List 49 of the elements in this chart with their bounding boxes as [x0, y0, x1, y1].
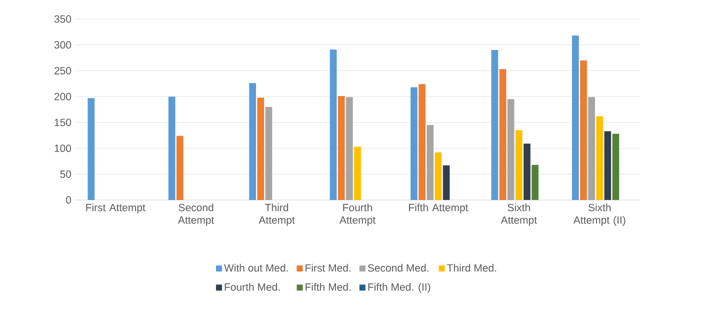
- bar: [338, 96, 345, 200]
- bar: [265, 106, 272, 200]
- y-tick-label: 200: [54, 92, 72, 100]
- bar: [346, 97, 353, 200]
- legend-label: Second Med.: [368, 264, 428, 272]
- bar: [524, 144, 530, 200]
- bar: [491, 50, 498, 200]
- x-tick-label: Third Attempt: [258, 204, 295, 226]
- y-tick-label: 50: [60, 170, 72, 178]
- bar: [330, 50, 337, 200]
- y-tick-label: 0: [66, 196, 72, 204]
- bar: [580, 60, 587, 200]
- x-tick-label: Second Attempt: [178, 204, 214, 226]
- legend-label: Third Med.: [447, 264, 496, 272]
- bar: [612, 134, 620, 200]
- bar: [176, 136, 184, 200]
- bar: [499, 69, 506, 200]
- y-tick-label: 350: [54, 15, 72, 23]
- bar: [168, 96, 176, 200]
- bar: [426, 125, 434, 200]
- bar: [249, 83, 256, 200]
- bar: [354, 146, 361, 200]
- bar: [410, 87, 418, 200]
- x-tick-label: Sixth Attempt: [500, 204, 537, 226]
- y-tick-label: 300: [54, 41, 72, 49]
- x-tick-label: Sixth Attempt (II): [573, 204, 626, 226]
- bar: [596, 116, 604, 200]
- bar: [588, 97, 595, 200]
- x-tick-label: First Attempt: [86, 204, 146, 214]
- bar: [88, 98, 95, 200]
- bar: [572, 36, 579, 200]
- bar: [434, 152, 442, 200]
- y-tick-label: 100: [54, 144, 72, 152]
- bar: [532, 164, 538, 200]
- legend-label: First Med.: [306, 264, 350, 272]
- legend-label: Fifth Med.: [306, 283, 350, 291]
- x-tick-label: Fourth Attempt: [339, 204, 376, 226]
- legend-label: With out Med.: [224, 264, 288, 272]
- legend-label: Fifth Med. (II): [368, 283, 430, 293]
- y-tick-label: 250: [54, 67, 72, 74]
- bar: [507, 99, 514, 200]
- y-tick-label: 150: [54, 118, 72, 126]
- x-tick-label: Fifth Attempt: [409, 204, 468, 214]
- bar: [257, 98, 264, 200]
- legend-label: Fourth Med.: [224, 283, 280, 291]
- bar: [515, 130, 522, 200]
- bar: [604, 131, 612, 200]
- bar: [418, 84, 426, 200]
- bar: [442, 165, 450, 200]
